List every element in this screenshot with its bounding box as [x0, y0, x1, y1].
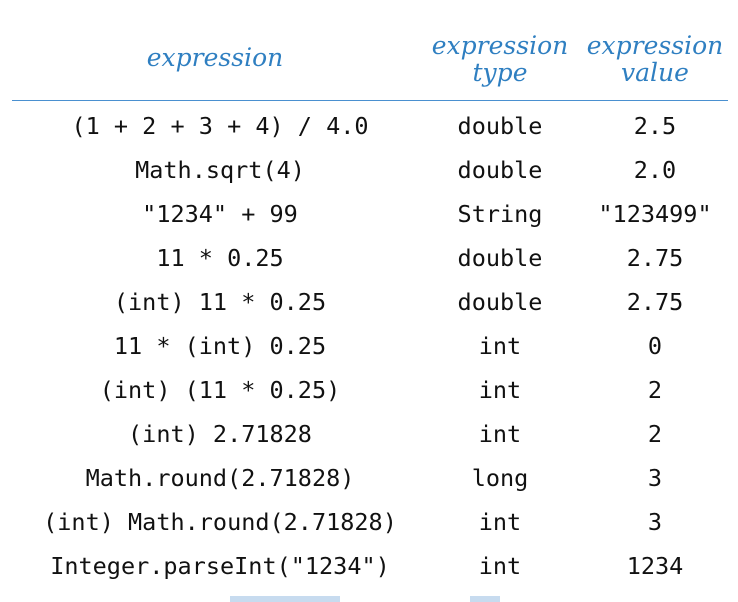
table-row: (int) 2.71828 int 2: [0, 412, 738, 456]
table-row: 11 * (int) 0.25 int 0: [0, 324, 738, 368]
expression-cell: Integer.parseInt("1234"): [50, 552, 390, 580]
cropped-text-fragment: [230, 596, 340, 602]
table-row: (int) Math.round(2.71828) int 3: [0, 500, 738, 544]
expression-cell: (int) Math.round(2.71828): [43, 508, 397, 536]
value-cell: 3: [647, 508, 663, 536]
header-value-line2: value: [621, 58, 689, 87]
table-row: Integer.parseInt("1234") int 1234: [0, 544, 738, 588]
value-cell: 2.75: [626, 244, 684, 272]
type-cell: double: [457, 244, 543, 272]
table-row: 11 * 0.25 double 2.75: [0, 236, 738, 280]
type-cell: double: [457, 288, 543, 316]
table-row: Math.sqrt(4) double 2.0: [0, 148, 738, 192]
value-cell: 2.5: [633, 112, 677, 140]
header-expression-label: expression: [146, 43, 284, 72]
table-body: (1 + 2 + 3 + 4) / 4.0 double 2.5 Math.sq…: [0, 104, 738, 588]
table-row: (1 + 2 + 3 + 4) / 4.0 double 2.5: [0, 104, 738, 148]
expression-cell: 11 * 0.25: [156, 244, 284, 272]
table-row: "1234" + 99 String "123499": [0, 192, 738, 236]
type-cell: long: [471, 464, 529, 492]
expression-cell: Math.sqrt(4): [135, 156, 305, 184]
expression-cell: 11 * (int) 0.25: [113, 332, 327, 360]
type-cell: double: [457, 112, 543, 140]
type-cell: int: [478, 552, 522, 580]
value-cell: 2.75: [626, 288, 684, 316]
cropped-text-fragment: [470, 596, 500, 602]
expression-cell: "1234" + 99: [142, 200, 298, 228]
expression-cell: (int) (11 * 0.25): [99, 376, 341, 404]
value-cell: 2.0: [633, 156, 677, 184]
type-cell: int: [478, 508, 522, 536]
value-cell: 2: [647, 420, 663, 448]
table-row: Math.round(2.71828) long 3: [0, 456, 738, 500]
header-expression-type: expression type: [425, 32, 575, 86]
header-type-line1: expression: [431, 31, 569, 60]
type-cell: int: [478, 332, 522, 360]
header-value-line1: expression: [586, 31, 724, 60]
header-type-line2: type: [472, 58, 528, 87]
type-cell: String: [457, 200, 543, 228]
type-cell: int: [478, 420, 522, 448]
expression-cell: (1 + 2 + 3 + 4) / 4.0: [71, 112, 369, 140]
type-cell: double: [457, 156, 543, 184]
table-row: (int) (11 * 0.25) int 2: [0, 368, 738, 412]
value-cell: 1234: [626, 552, 684, 580]
table-header: expression expression type expression va…: [0, 30, 738, 96]
value-cell: 0: [647, 332, 663, 360]
header-rule: [12, 100, 728, 101]
value-cell: 3: [647, 464, 663, 492]
header-expression-value: expression value: [585, 32, 725, 86]
table-row: (int) 11 * 0.25 double 2.75: [0, 280, 738, 324]
expression-cell: (int) 11 * 0.25: [113, 288, 327, 316]
expression-cell: (int) 2.71828: [128, 420, 312, 448]
type-cell: int: [478, 376, 522, 404]
expression-cell: Math.round(2.71828): [85, 464, 355, 492]
header-expression: expression: [110, 44, 320, 71]
value-cell: "123499": [598, 200, 712, 228]
value-cell: 2: [647, 376, 663, 404]
